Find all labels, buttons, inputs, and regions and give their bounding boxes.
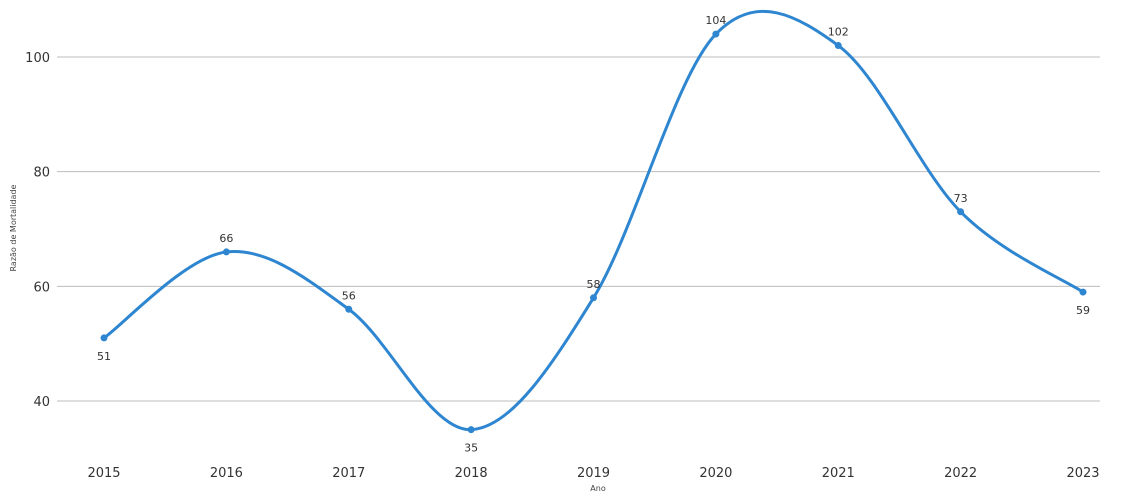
data-label: 66 (219, 232, 233, 245)
x-tick-label: 2022 (944, 466, 977, 481)
x-tick-label: 2019 (577, 466, 610, 481)
data-point (222, 248, 230, 256)
x-tick-label: 2016 (210, 466, 243, 481)
data-point (1079, 288, 1087, 296)
y-axis-ticks: 40 60 80 100 (25, 51, 50, 410)
data-label: 59 (1076, 304, 1090, 317)
data-label: 35 (464, 442, 478, 455)
data-labels: 51 66 56 35 58 104 102 73 59 (97, 14, 1090, 455)
series-layer (102, 9, 1085, 432)
data-label: 102 (828, 26, 849, 39)
data-point (345, 305, 353, 313)
data-label: 58 (587, 278, 601, 291)
data-point (712, 30, 720, 38)
data-label: 104 (705, 14, 726, 27)
data-point (590, 294, 597, 302)
x-tick-label: 2021 (822, 466, 855, 481)
data-point (834, 42, 842, 50)
data-point (957, 208, 965, 216)
gridlines (57, 56, 1100, 402)
x-axis-title: Ano (590, 484, 606, 493)
x-axis-ticks: 2015 2016 2017 2018 2019 2020 2021 2022 2023 (87, 466, 1099, 481)
y-tick-label: 60 (33, 280, 50, 295)
data-point (467, 426, 475, 434)
series-line (102, 9, 1085, 432)
data-label: 73 (954, 192, 968, 205)
y-axis-title: Razão de Mortalidade (9, 184, 18, 271)
y-tick-label: 40 (33, 395, 50, 410)
y-tick-label: 100 (25, 51, 50, 66)
y-tick-label: 80 (33, 166, 50, 181)
data-label: 51 (97, 350, 111, 363)
x-tick-label: 2017 (332, 466, 365, 481)
data-label: 56 (342, 289, 356, 302)
x-tick-label: 2018 (455, 466, 488, 481)
x-tick-label: 2020 (699, 466, 732, 481)
data-point (100, 334, 108, 342)
x-tick-label: 2015 (87, 466, 120, 481)
x-tick-label: 2023 (1066, 466, 1099, 481)
markers (100, 30, 1087, 434)
